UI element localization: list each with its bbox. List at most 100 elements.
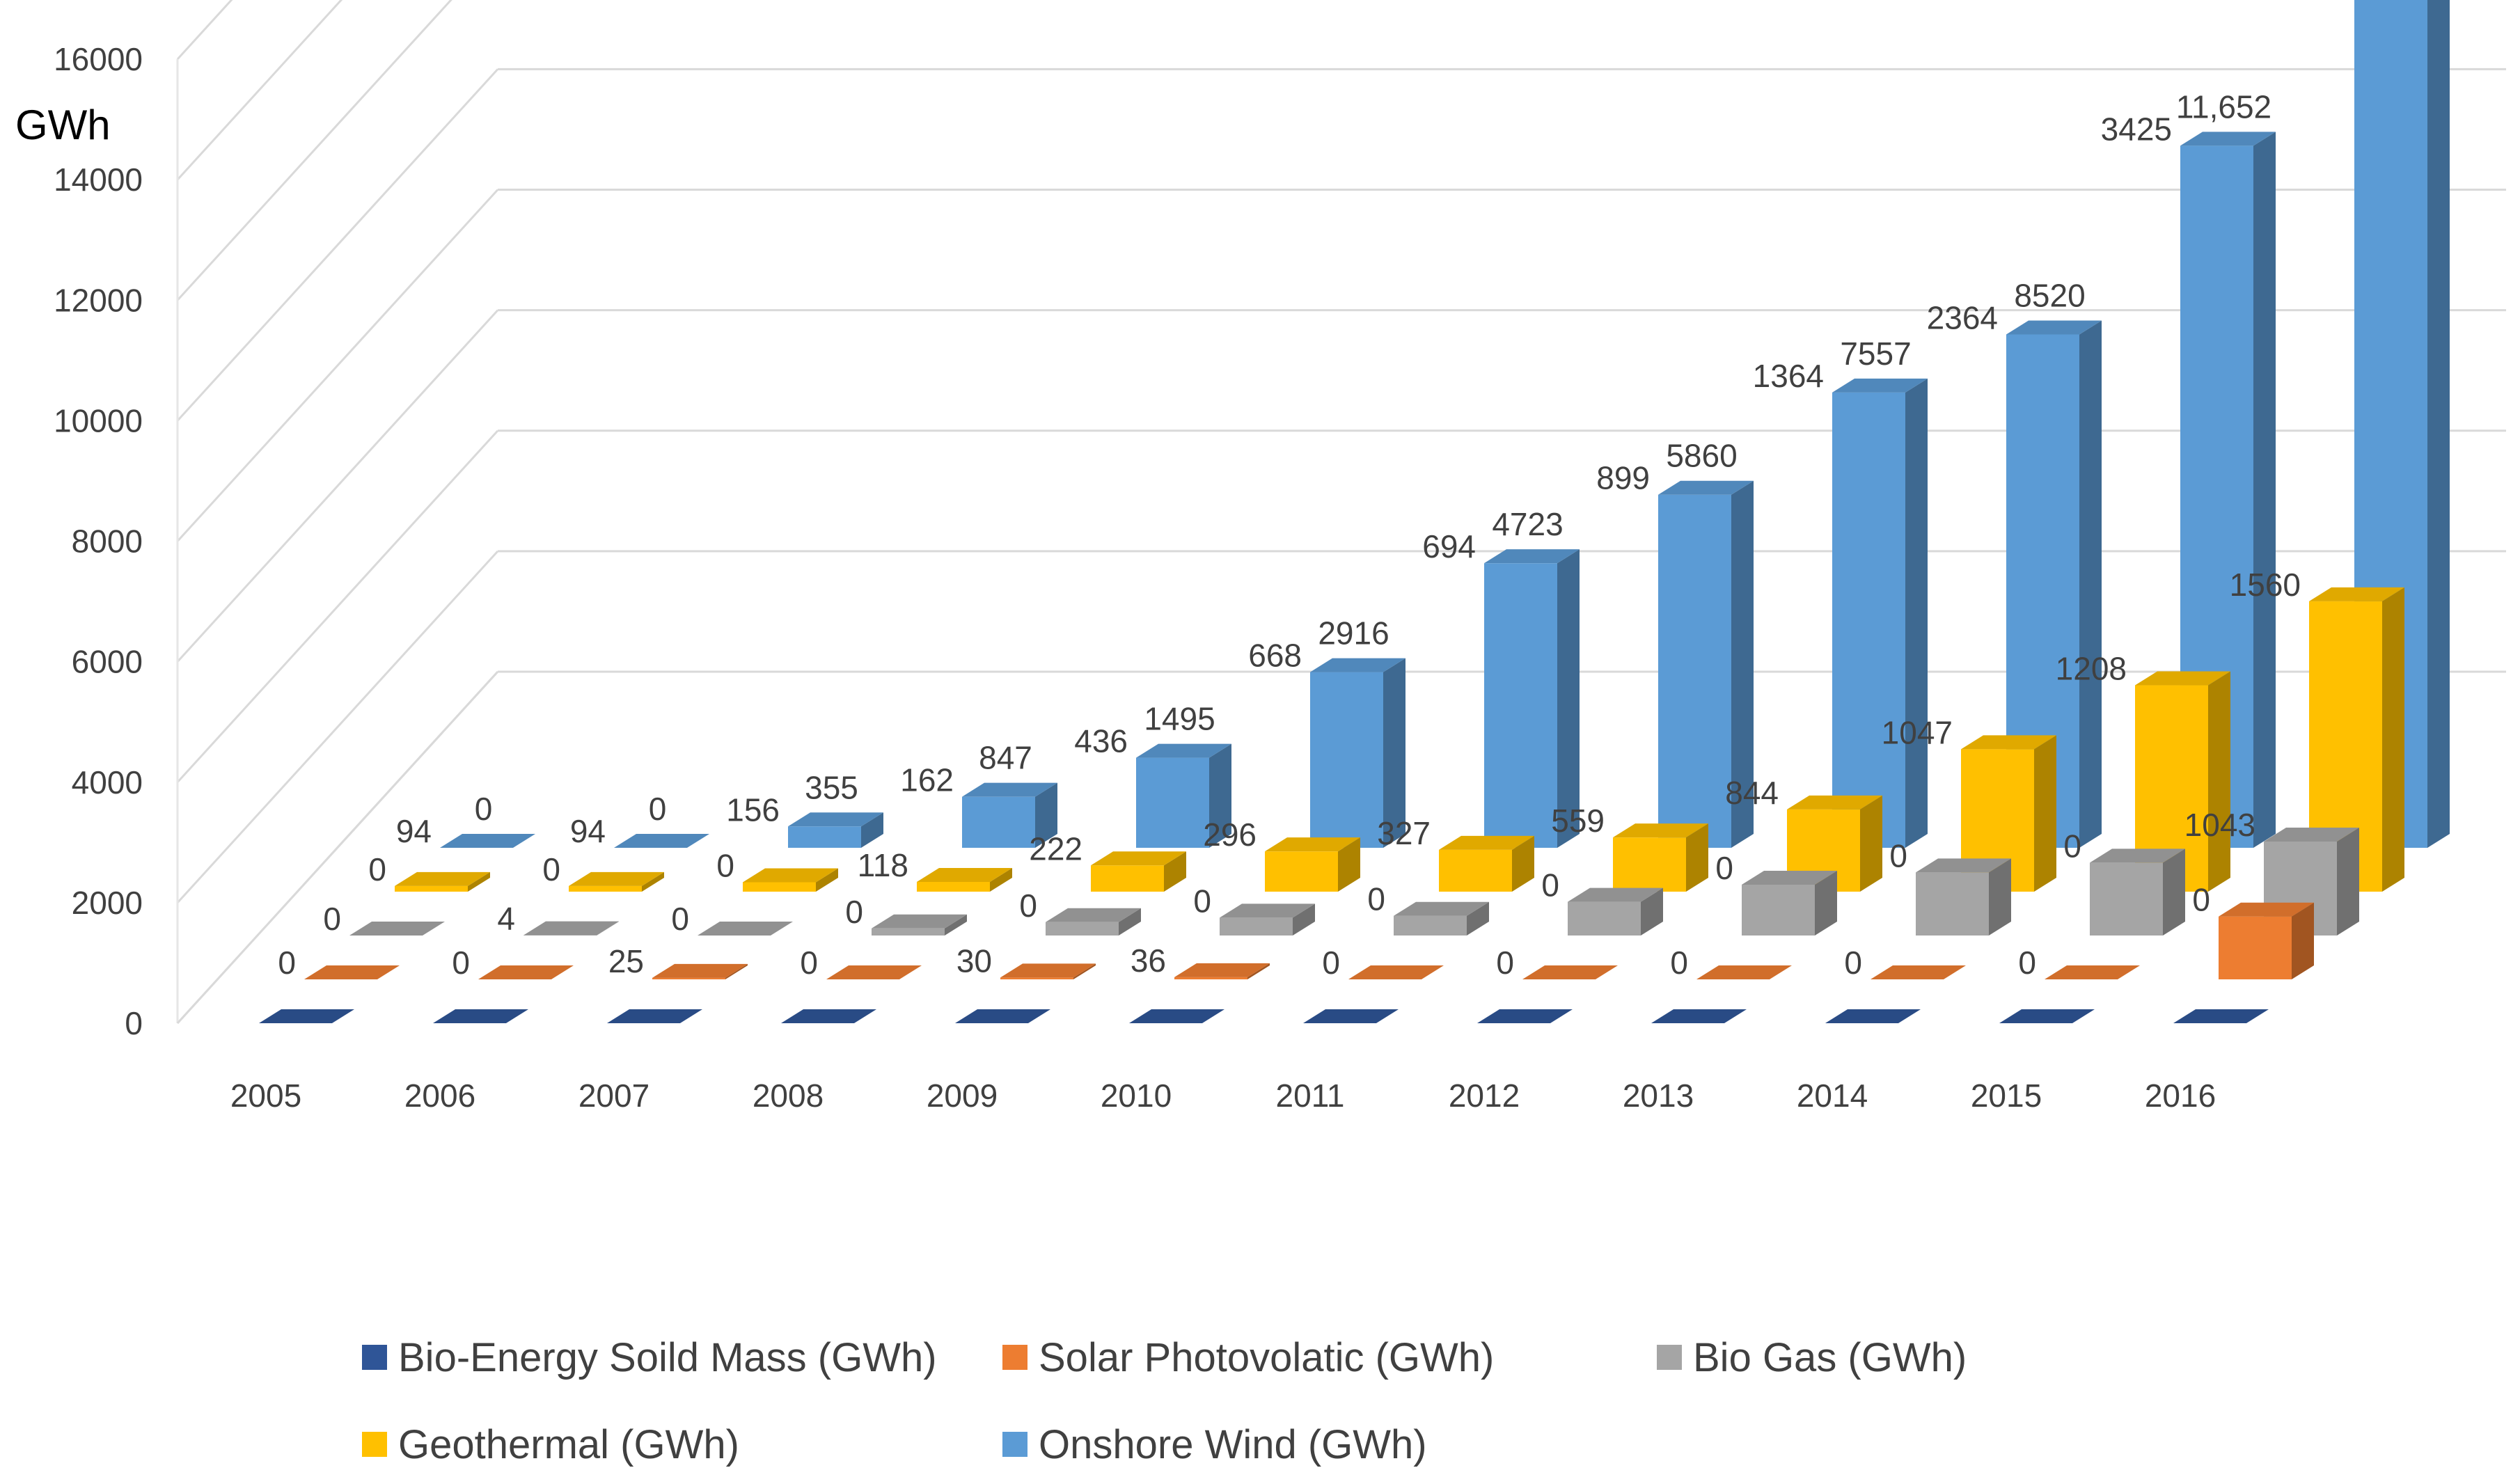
data-label: 559 bbox=[1551, 803, 1605, 839]
data-label: 156 bbox=[726, 791, 780, 828]
bar-front bbox=[569, 885, 642, 892]
bar-front bbox=[1046, 922, 1119, 936]
bar-front bbox=[652, 977, 725, 979]
bar-front bbox=[2090, 862, 2163, 936]
bar-top bbox=[781, 1009, 876, 1023]
bar-top bbox=[1916, 858, 2011, 873]
bar-front bbox=[872, 928, 945, 936]
bar-side bbox=[597, 921, 619, 936]
bar-side bbox=[2253, 132, 2276, 848]
bar-top bbox=[2264, 827, 2359, 842]
bar-front bbox=[1394, 915, 1467, 936]
bar-top bbox=[1303, 1009, 1399, 1023]
gridline-side bbox=[176, 68, 499, 422]
x-tick-label: 2016 bbox=[2145, 1078, 2216, 1114]
data-label: 1364 bbox=[1753, 358, 1824, 394]
bar bbox=[1999, 1009, 2095, 1024]
bar-front bbox=[1174, 977, 1247, 979]
bar bbox=[2219, 902, 2314, 979]
bar bbox=[1046, 908, 1141, 936]
data-label: 0 bbox=[278, 945, 296, 981]
bar-side bbox=[2208, 671, 2230, 892]
bar bbox=[1000, 963, 1096, 979]
legend-label: Onshore Wind (GWh) bbox=[1039, 1422, 1427, 1467]
x-tick-label: 2008 bbox=[753, 1078, 824, 1114]
bar bbox=[1265, 837, 1360, 892]
bar bbox=[304, 965, 400, 980]
bars bbox=[259, 0, 2450, 1024]
bar-top bbox=[652, 963, 748, 978]
bar-top bbox=[1439, 835, 1534, 850]
bar bbox=[1220, 903, 1315, 936]
legend-label: Geothermal (GWh) bbox=[398, 1422, 739, 1467]
bar bbox=[395, 871, 490, 892]
data-label: 0 bbox=[716, 847, 734, 883]
bar bbox=[1916, 858, 2011, 936]
data-label: 0 bbox=[1193, 883, 1211, 919]
bar bbox=[440, 834, 535, 848]
data-label: 30 bbox=[956, 942, 992, 979]
bar-top bbox=[1658, 480, 1754, 495]
gridline-side bbox=[176, 309, 499, 663]
bar-top bbox=[2090, 848, 2185, 863]
bar-side bbox=[1383, 658, 1405, 848]
bar-top bbox=[2006, 320, 2102, 335]
bar-front bbox=[1658, 494, 1731, 848]
bar-top bbox=[1394, 901, 1489, 916]
data-label: 0 bbox=[671, 901, 689, 937]
bar bbox=[788, 812, 883, 848]
bar bbox=[698, 922, 793, 936]
bar-top bbox=[1000, 963, 1096, 978]
bar-top bbox=[1832, 378, 1928, 393]
legend-item: Solar Photovolatic (GWh) bbox=[1002, 1335, 1494, 1380]
bar bbox=[1658, 480, 1754, 848]
bar-side bbox=[1293, 903, 1315, 936]
x-tick-label: 2010 bbox=[1101, 1078, 1172, 1114]
bar bbox=[872, 914, 967, 936]
bar-side bbox=[1731, 480, 1754, 848]
data-label-top: 7557 bbox=[1840, 336, 1911, 372]
data-label: 0 bbox=[368, 851, 386, 887]
data-label-top: 5860 bbox=[1666, 438, 1737, 474]
bar-top bbox=[1651, 1009, 1747, 1023]
data-label-top: 11,652 bbox=[2176, 88, 2271, 125]
gridline-side bbox=[176, 0, 233, 61]
bar-top bbox=[872, 914, 967, 929]
bar-top bbox=[1825, 1009, 1921, 1023]
bar-side bbox=[1467, 901, 1489, 936]
bar-top bbox=[1871, 965, 1966, 979]
data-label: 327 bbox=[1377, 815, 1431, 851]
bar-side bbox=[1247, 963, 1270, 979]
bar bbox=[1310, 658, 1405, 848]
data-label-top: 0 bbox=[475, 791, 493, 827]
bar-front bbox=[1742, 884, 1815, 936]
bar-top bbox=[2135, 671, 2230, 686]
gridline-side bbox=[176, 0, 452, 301]
data-label: 0 bbox=[1889, 837, 1907, 874]
bar bbox=[607, 1009, 702, 1024]
data-label: 0 bbox=[1322, 945, 1340, 981]
data-label: 222 bbox=[1029, 830, 1082, 867]
data-label: 0 bbox=[2063, 828, 2081, 864]
bar bbox=[1568, 887, 1663, 936]
bar-side bbox=[725, 963, 748, 979]
bar bbox=[1136, 743, 1231, 848]
bar-top bbox=[2045, 965, 2140, 979]
bar-top bbox=[304, 965, 400, 979]
bar-front bbox=[1613, 837, 1686, 892]
bar-top bbox=[962, 782, 1057, 797]
bar-side bbox=[1815, 870, 1837, 936]
bar-side bbox=[1512, 835, 1534, 892]
bar bbox=[1394, 901, 1489, 936]
bar-front bbox=[1832, 392, 1905, 848]
legend-swatch bbox=[1002, 1345, 1027, 1370]
legend-swatch bbox=[1002, 1432, 1027, 1457]
bar bbox=[1091, 851, 1186, 892]
x-axis: 2005 2006 2007 2008 2009 2010 2011 2012 2013 2014… bbox=[230, 1078, 2216, 1114]
bar-top bbox=[788, 812, 883, 827]
bar-side bbox=[1073, 963, 1096, 979]
bar-side bbox=[1164, 851, 1186, 892]
bar-top bbox=[1220, 903, 1315, 918]
